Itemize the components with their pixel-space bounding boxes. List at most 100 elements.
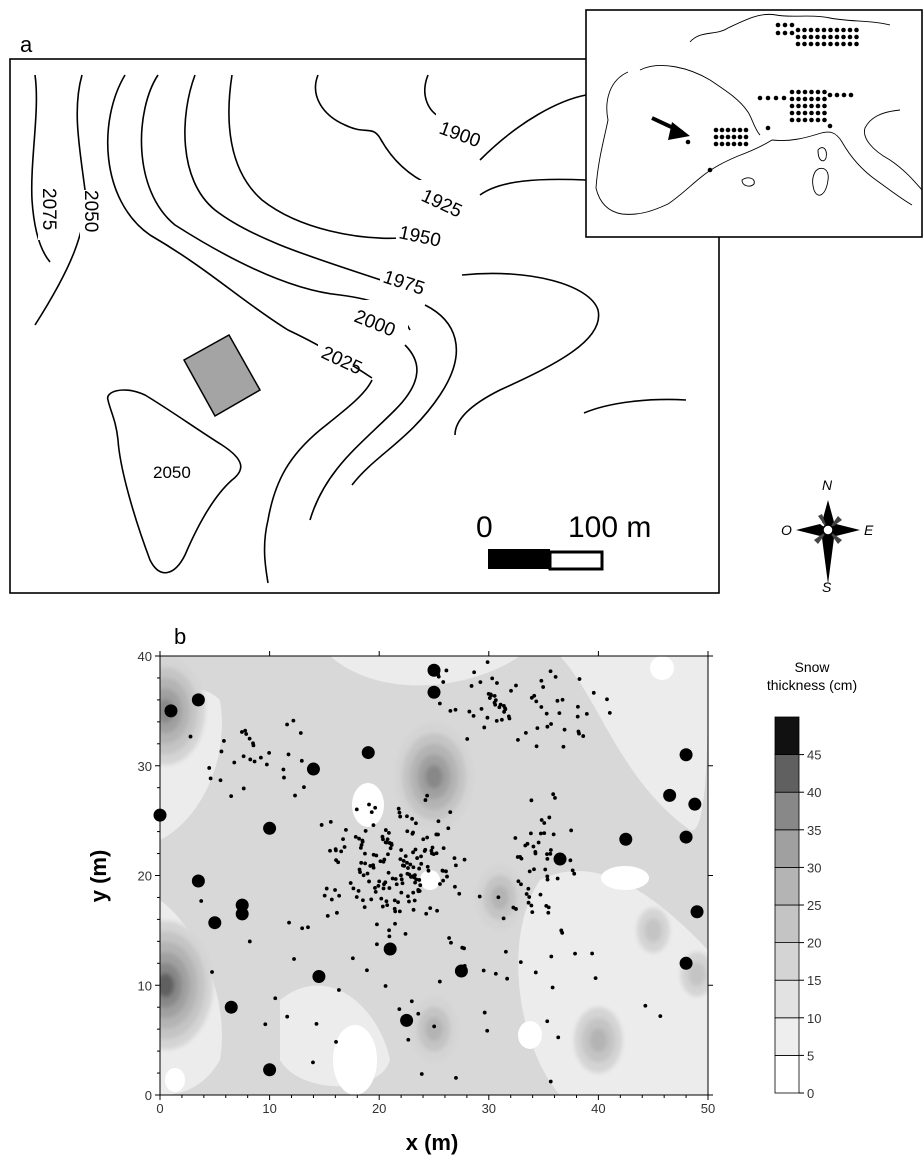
- sample-point: [478, 680, 483, 685]
- inset-site-dot: [821, 34, 827, 40]
- sample-point: [496, 895, 501, 900]
- sample-point: [501, 916, 506, 921]
- sample-point: [539, 818, 544, 822]
- sample-point-large: [619, 832, 633, 846]
- sample-point: [419, 854, 423, 859]
- sample-point: [385, 837, 390, 842]
- sample-point: [549, 954, 554, 959]
- sample-point: [490, 676, 495, 681]
- sample-point: [383, 828, 388, 832]
- sample-point: [553, 674, 558, 679]
- colorbar-title-line2: thickness (cm): [767, 677, 857, 693]
- inset-site-dot: [743, 127, 749, 133]
- sample-point-large: [361, 746, 375, 760]
- sample-point: [593, 976, 598, 981]
- sample-point: [435, 908, 439, 913]
- panel-a-letter: a: [20, 32, 33, 57]
- sample-point: [386, 870, 391, 875]
- sample-point: [377, 879, 382, 884]
- y-axis-label: y (m): [86, 850, 111, 903]
- sample-point: [333, 888, 337, 892]
- sample-point: [210, 970, 214, 974]
- sample-point: [551, 792, 556, 797]
- inset-site-dot: [827, 92, 833, 98]
- inset-site-dot: [828, 34, 833, 40]
- sample-point: [534, 744, 539, 749]
- sample-point: [519, 856, 524, 861]
- sample-point: [441, 878, 446, 883]
- sample-point: [371, 823, 376, 828]
- sample-point: [379, 896, 384, 901]
- inset-site-dot: [809, 89, 814, 95]
- sample-point: [572, 871, 577, 876]
- sample-point: [607, 711, 612, 715]
- inset-map-frame: [585, 9, 923, 238]
- sample-point: [378, 859, 383, 864]
- inset-site-dot: [802, 117, 808, 123]
- sample-point: [339, 849, 344, 854]
- sample-point: [344, 827, 348, 832]
- sample-point: [365, 871, 370, 876]
- sample-point: [380, 834, 385, 839]
- axis-ticks: 0 10 20 30 40 50 0 10 20 30 40: [138, 649, 716, 1116]
- sample-point: [415, 856, 420, 860]
- inset-iberia-coast: [595, 71, 773, 215]
- inset-site-dot: [822, 96, 827, 102]
- sample-point: [416, 1011, 421, 1016]
- inset-site-dot: [719, 127, 725, 133]
- sample-point: [369, 897, 374, 902]
- sample-point: [188, 734, 193, 739]
- inset-site-dots: [685, 22, 859, 173]
- sample-point: [444, 869, 448, 874]
- sample-point: [390, 876, 395, 881]
- sample-point: [444, 668, 449, 673]
- snow-hotspot: [160, 973, 175, 998]
- sample-point: [462, 946, 466, 951]
- sample-point: [487, 696, 492, 700]
- sample-point: [408, 862, 413, 867]
- sample-point: [482, 1010, 487, 1015]
- sample-point: [241, 754, 246, 759]
- sample-point: [348, 881, 353, 885]
- inset-site-dot: [809, 117, 814, 123]
- sample-point: [499, 717, 504, 722]
- inset-italy-west-coast: [771, 131, 913, 206]
- sample-point: [545, 856, 550, 861]
- colorbar-label: 25: [807, 898, 821, 913]
- colorbar-swatch: [774, 867, 800, 906]
- sample-point-large: [312, 969, 326, 983]
- sample-point: [328, 848, 332, 853]
- inset-site-dot: [719, 141, 725, 147]
- inset-site-dot: [854, 34, 859, 40]
- sample-point: [453, 863, 458, 868]
- sample-point: [407, 899, 411, 904]
- sample-point: [533, 849, 538, 854]
- sample-point: [590, 951, 595, 956]
- inset-site-dot: [834, 92, 840, 98]
- sample-point: [527, 869, 532, 874]
- inset-arrow-head: [668, 122, 690, 140]
- sample-point: [495, 681, 499, 685]
- colorbar-label: 30: [807, 860, 821, 875]
- colorbar: 0 5 10 15 20 25 30 35 40 45: [774, 716, 821, 1101]
- inset-site-dot: [731, 141, 737, 147]
- inset-site-dot: [781, 95, 787, 101]
- y-tick-label: 20: [138, 869, 152, 884]
- inset-site-dot: [847, 27, 853, 33]
- inset-site-dot: [822, 103, 827, 109]
- sample-point: [434, 851, 439, 856]
- sample-point: [413, 880, 417, 885]
- contour-1950-loop-line: [454, 272, 600, 436]
- sample-point: [573, 951, 577, 956]
- colorbar-swatch: [774, 979, 800, 1019]
- sample-point: [576, 729, 581, 734]
- sample-point: [417, 866, 422, 871]
- colorbar-swatch: [774, 904, 800, 943]
- sample-point: [398, 857, 403, 862]
- sample-point: [548, 848, 553, 852]
- contour-label: 2050: [80, 190, 101, 232]
- sample-point: [532, 693, 537, 698]
- sample-point: [545, 877, 550, 882]
- sample-point: [383, 984, 388, 988]
- sample-point: [325, 913, 330, 918]
